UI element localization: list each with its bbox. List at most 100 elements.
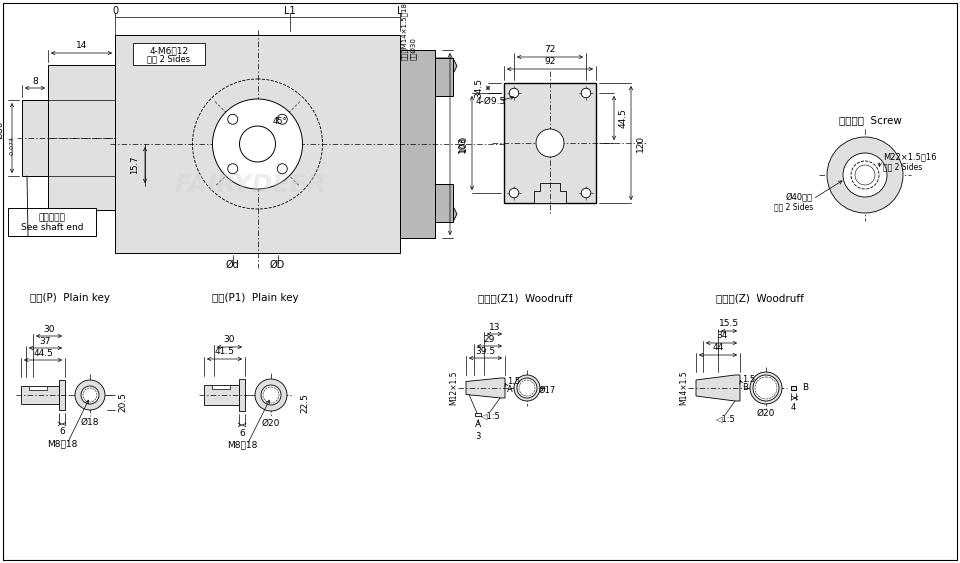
Text: M8深18: M8深18 xyxy=(227,440,257,449)
Circle shape xyxy=(855,165,875,185)
Text: 8: 8 xyxy=(32,77,37,86)
Text: 44.5: 44.5 xyxy=(33,348,53,358)
Bar xyxy=(475,413,481,416)
Text: 6: 6 xyxy=(60,427,65,436)
Polygon shape xyxy=(400,50,435,70)
Bar xyxy=(48,65,115,210)
Text: 44.5: 44.5 xyxy=(618,108,628,128)
Circle shape xyxy=(581,188,590,198)
Circle shape xyxy=(827,137,903,213)
Circle shape xyxy=(83,388,97,402)
Bar xyxy=(21,386,59,404)
Bar xyxy=(269,385,273,390)
Text: M12×1.5: M12×1.5 xyxy=(449,371,459,405)
Text: 见轴伸形式: 见轴伸形式 xyxy=(38,213,65,222)
Text: 4-Ø9.5: 4-Ø9.5 xyxy=(476,96,506,105)
Text: 平键(P1)  Plain key: 平键(P1) Plain key xyxy=(212,293,299,303)
Text: 3: 3 xyxy=(475,432,481,441)
Text: 120: 120 xyxy=(636,135,644,151)
Bar xyxy=(29,386,47,390)
Text: 0: 0 xyxy=(112,6,118,16)
Text: 29: 29 xyxy=(484,334,495,343)
Circle shape xyxy=(509,188,518,198)
Text: 径平Ø30: 径平Ø30 xyxy=(410,37,417,60)
Text: Ø17: Ø17 xyxy=(539,386,556,395)
Bar xyxy=(8,208,96,236)
Circle shape xyxy=(517,378,537,398)
Polygon shape xyxy=(431,206,457,222)
Text: B: B xyxy=(802,383,808,392)
Circle shape xyxy=(263,387,279,403)
Circle shape xyxy=(750,372,782,404)
Bar xyxy=(22,100,48,176)
Text: 两面 2 Sides: 两面 2 Sides xyxy=(774,203,813,212)
Circle shape xyxy=(536,129,564,157)
Text: ◁1:5: ◁1:5 xyxy=(715,414,734,423)
Text: 半圆键(Z)  Woodruff: 半圆键(Z) Woodruff xyxy=(716,293,804,303)
Text: ØD: ØD xyxy=(270,260,285,270)
Text: 两面 2 Sides: 两面 2 Sides xyxy=(883,163,923,172)
Text: 平键(P)  Plain key: 平键(P) Plain key xyxy=(30,293,110,303)
Text: L: L xyxy=(397,6,403,16)
Text: B: B xyxy=(742,382,748,391)
Text: Ø40锪平: Ø40锪平 xyxy=(786,193,813,202)
Bar xyxy=(115,35,400,253)
Bar xyxy=(435,58,453,96)
Text: 20.5: 20.5 xyxy=(118,392,128,413)
Text: 100: 100 xyxy=(459,135,468,151)
Circle shape xyxy=(239,126,276,162)
Text: 半圆键(Z1)  Woodruff: 半圆键(Z1) Woodruff xyxy=(478,293,572,303)
Text: 103: 103 xyxy=(458,135,467,153)
Text: -0.074: -0.074 xyxy=(10,136,14,156)
Text: 72: 72 xyxy=(544,46,556,55)
Text: M22×1.5深16: M22×1.5深16 xyxy=(883,153,937,162)
Text: See shaft end: See shaft end xyxy=(21,224,84,233)
Text: Ød: Ød xyxy=(226,260,239,270)
Circle shape xyxy=(277,164,287,174)
Circle shape xyxy=(509,88,518,98)
Bar xyxy=(400,50,435,238)
Circle shape xyxy=(514,375,540,401)
Circle shape xyxy=(81,386,99,404)
Circle shape xyxy=(75,380,105,410)
Text: 34.5: 34.5 xyxy=(474,78,484,98)
Text: 15.7: 15.7 xyxy=(131,156,139,175)
Polygon shape xyxy=(696,375,740,401)
Circle shape xyxy=(581,88,590,98)
Text: 30: 30 xyxy=(43,324,55,333)
Text: 37: 37 xyxy=(39,337,51,346)
Text: 螺纹联接  Screw: 螺纹联接 Screw xyxy=(839,115,901,125)
Text: 4-M6深12: 4-M6深12 xyxy=(150,47,188,56)
Text: A: A xyxy=(507,386,513,395)
Text: Ø80: Ø80 xyxy=(0,120,5,139)
Circle shape xyxy=(851,161,879,189)
Bar xyxy=(504,83,596,203)
Text: 6: 6 xyxy=(239,428,245,437)
Text: A: A xyxy=(475,420,481,429)
Text: 15.5: 15.5 xyxy=(719,319,739,328)
Text: M8深18: M8深18 xyxy=(47,440,77,449)
Text: 13: 13 xyxy=(489,323,500,332)
Text: Ø20: Ø20 xyxy=(262,418,280,427)
Bar xyxy=(791,386,796,390)
Text: 液油口M14×1.5深18: 液油口M14×1.5深18 xyxy=(401,2,408,60)
Text: L1: L1 xyxy=(284,6,296,16)
Bar xyxy=(133,43,205,65)
Bar xyxy=(59,380,65,410)
Polygon shape xyxy=(466,378,505,398)
Circle shape xyxy=(212,99,302,189)
Circle shape xyxy=(261,385,281,405)
Text: 34: 34 xyxy=(716,332,727,341)
Circle shape xyxy=(519,380,535,396)
Circle shape xyxy=(277,114,287,124)
Circle shape xyxy=(753,375,779,401)
Text: 30: 30 xyxy=(224,336,235,345)
Text: M14×1.5: M14×1.5 xyxy=(680,370,688,405)
Circle shape xyxy=(228,114,238,124)
Bar xyxy=(88,386,92,391)
Bar xyxy=(435,184,453,222)
Circle shape xyxy=(755,377,777,399)
FancyBboxPatch shape xyxy=(516,87,584,199)
Text: 22.5: 22.5 xyxy=(300,393,309,413)
Circle shape xyxy=(228,164,238,174)
